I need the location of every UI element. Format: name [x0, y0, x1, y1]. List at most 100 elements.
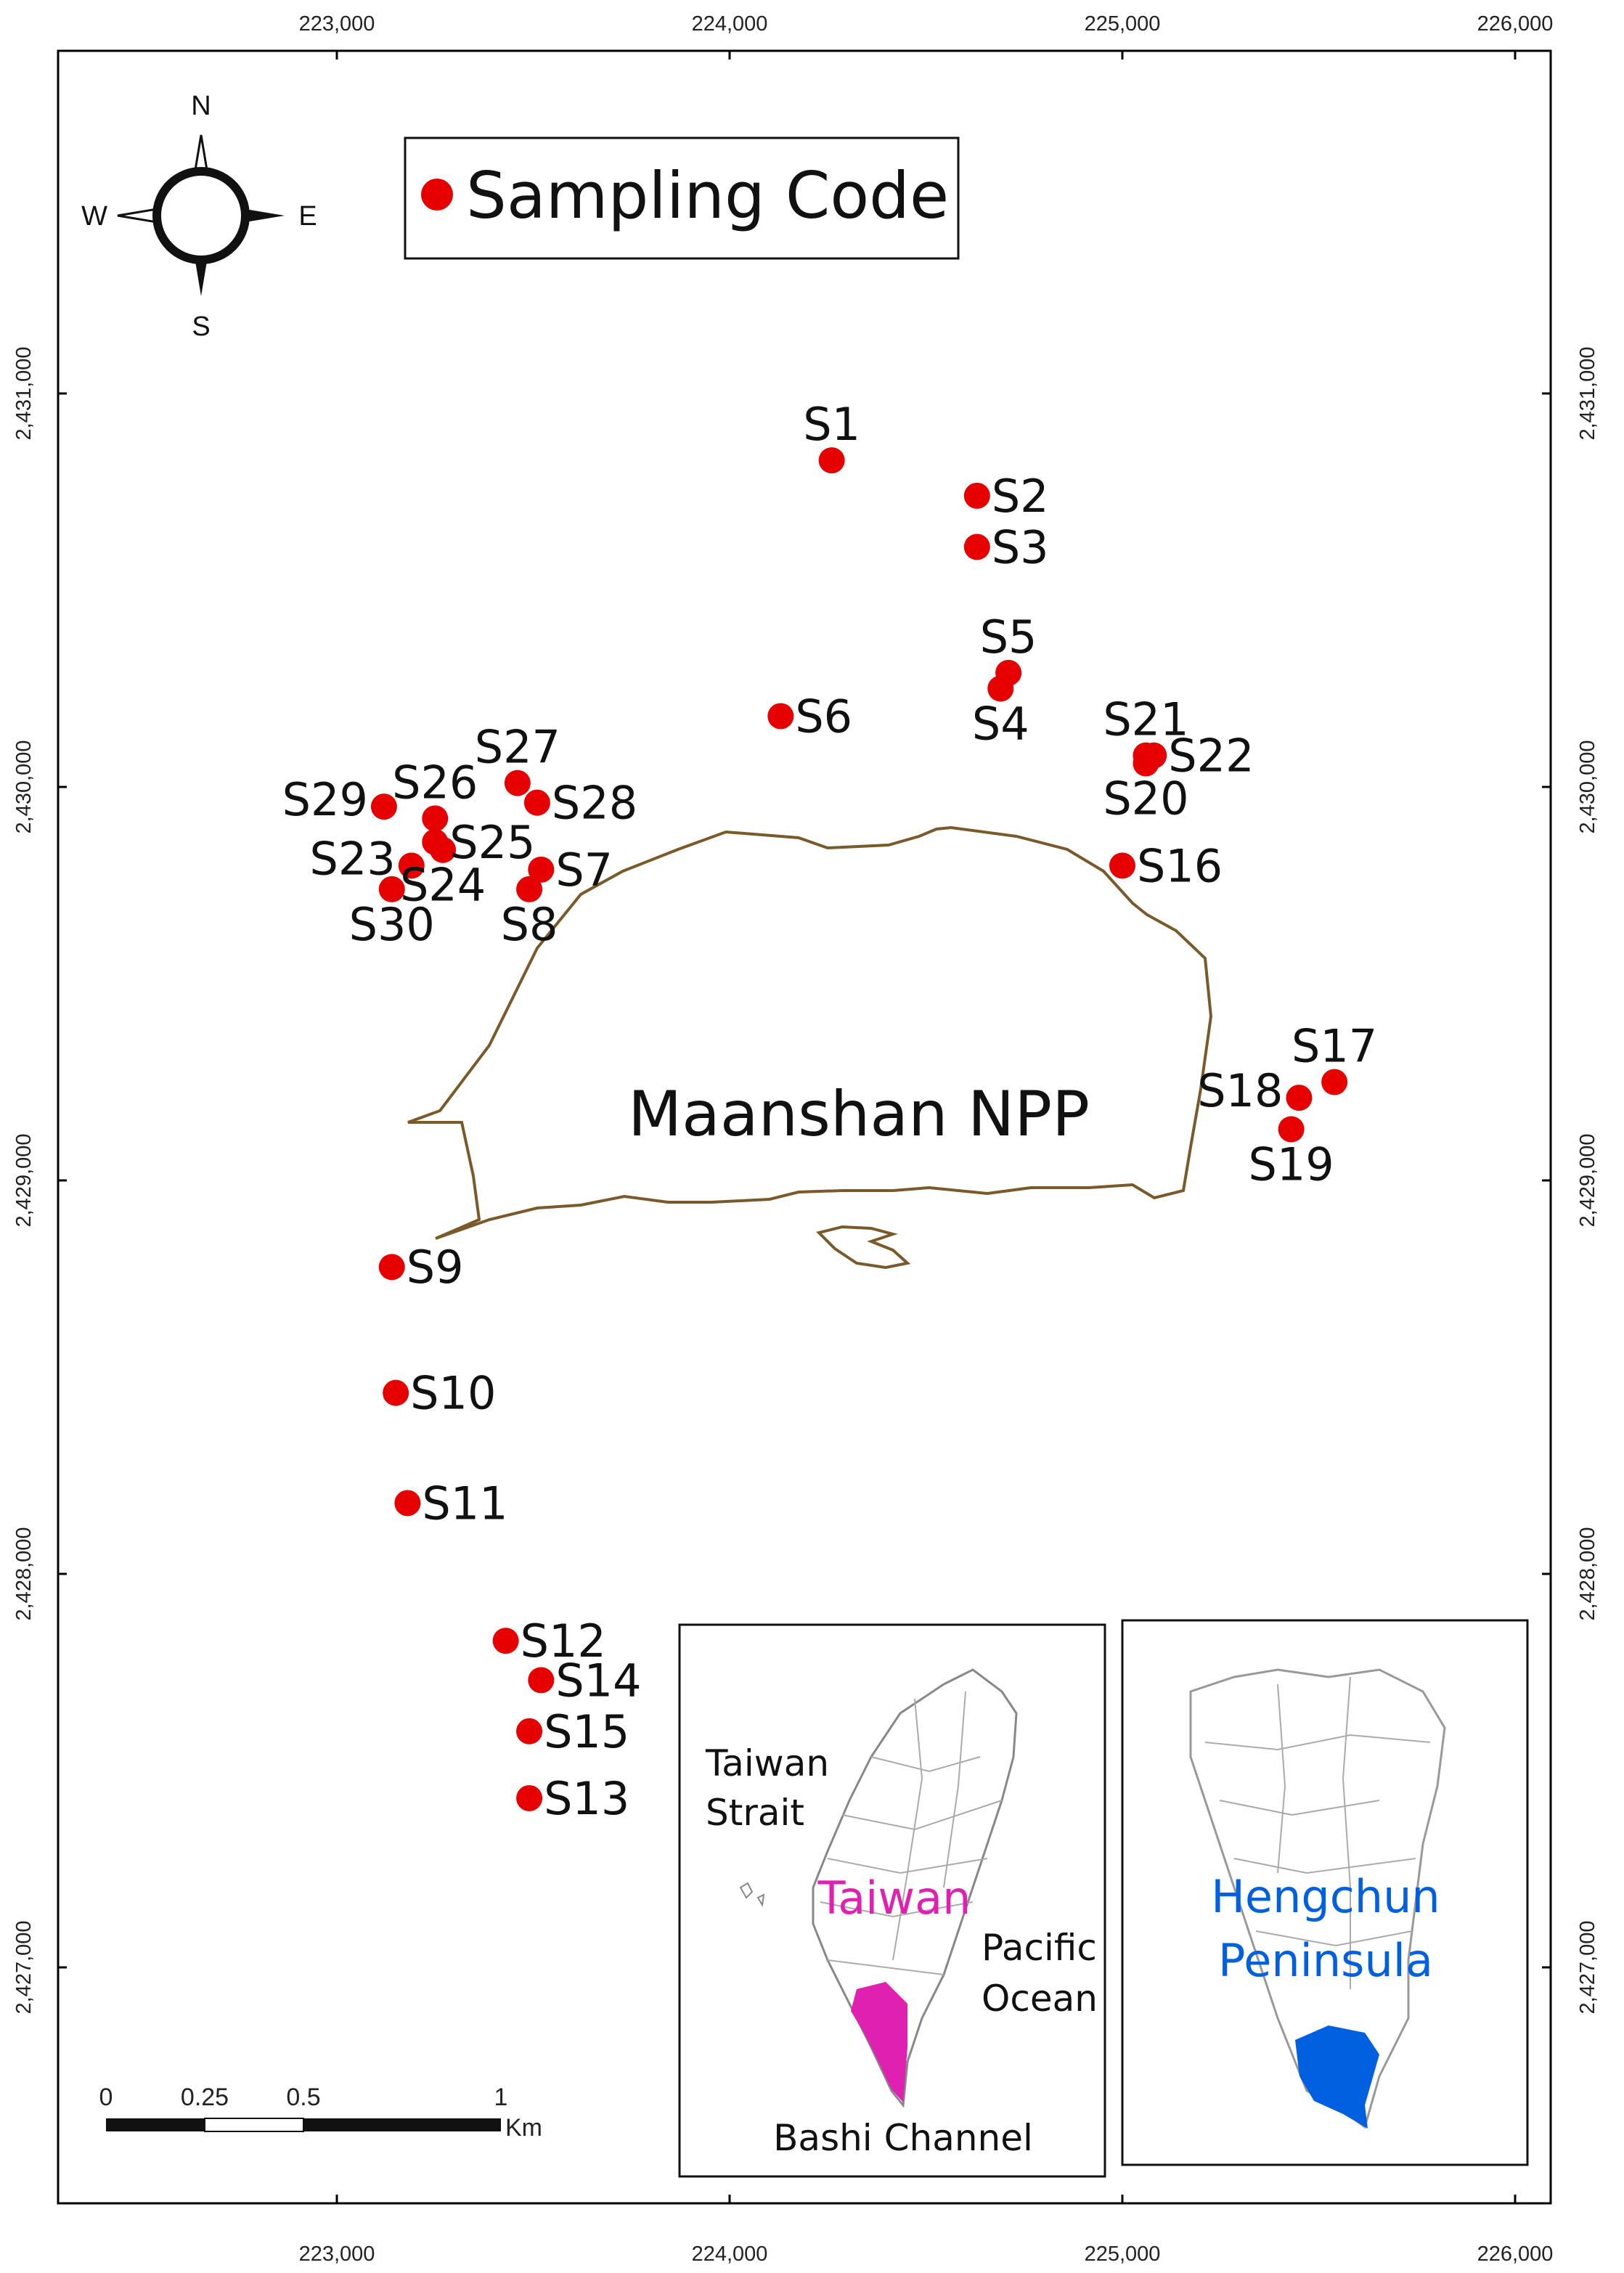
x-tick-label-bottom: 223,000 [299, 2243, 375, 2266]
x-tick-label-top: 226,000 [1477, 12, 1554, 36]
site-marker [383, 1379, 409, 1406]
site-marker [378, 876, 405, 902]
site-marker [492, 1628, 519, 1654]
site-marker [523, 789, 550, 816]
hengchun-label-2: Peninsula [1218, 1934, 1433, 1987]
site-s23: S23 [310, 832, 425, 885]
site-s29: S29 [282, 773, 397, 826]
inset-taiwan: Taiwan Strait Taiwan Pacific Ocean Bashi… [678, 1623, 1106, 2178]
compass-rose: N S E W [81, 91, 317, 342]
x-tick-label-bottom: 226,000 [1477, 2243, 1554, 2266]
site-s9: S9 [378, 1241, 464, 1294]
taiwan-island-label: Taiwan [817, 1872, 971, 1925]
site-label: S21 [1103, 693, 1188, 746]
site-marker [370, 793, 397, 820]
site-label: S15 [544, 1705, 629, 1758]
scale-bar: 0 0.25 0.5 1 Km [99, 2084, 542, 2142]
site-s11: S11 [394, 1477, 508, 1530]
y-tick-label-left: 2,431,000 [12, 346, 36, 440]
site-s6: S6 [767, 690, 852, 743]
y-tick-label-left: 2,430,000 [12, 740, 36, 833]
legend-box [404, 136, 960, 260]
y-tick-label-left: 2,429,000 [12, 1133, 36, 1227]
site-label: S1 [803, 398, 860, 451]
site-s4: S4 [972, 675, 1029, 751]
site-label: S22 [1168, 730, 1254, 783]
site-marker [1278, 1116, 1305, 1143]
compass-s-label: S [192, 311, 210, 342]
scale-segment-3 [303, 2118, 501, 2131]
scale-label-1: 1 [494, 2084, 508, 2111]
site-s8: S8 [501, 876, 558, 951]
site-label: S18 [1197, 1064, 1283, 1117]
hengchun-label-1: Hengchun [1211, 1870, 1440, 1923]
site-label: S6 [795, 690, 852, 743]
site-label: S11 [422, 1477, 507, 1530]
legend-label: Sampling Code [466, 158, 949, 233]
npp-outline [407, 825, 1213, 1240]
site-marker [394, 1490, 421, 1517]
site-s10: S10 [383, 1367, 496, 1420]
site-label: S5 [980, 611, 1037, 664]
compass-n-label: N [191, 91, 211, 121]
x-tick-label-bottom: 224,000 [692, 2243, 768, 2266]
site-label: S23 [310, 832, 396, 885]
site-s19: S19 [1249, 1116, 1334, 1191]
legend-marker [421, 179, 453, 211]
npp-harbour [816, 1225, 911, 1270]
npp-label: Maanshan NPP [628, 1078, 1090, 1151]
site-marker [1286, 1085, 1313, 1111]
peninsula-outline [1189, 1668, 1446, 2129]
site-marker [516, 1718, 543, 1744]
taiwan-strait-label-2: Strait [706, 1792, 804, 1834]
site-label: S12 [521, 1615, 606, 1668]
site-label: S16 [1137, 839, 1223, 892]
site-label: S4 [972, 698, 1029, 751]
site-label: S10 [410, 1367, 496, 1420]
site-marker [1141, 742, 1167, 769]
y-tick-label-right: 2,428,000 [1576, 1527, 1599, 1620]
site-label: S24 [400, 859, 486, 912]
scale-label-025: 0.25 [181, 2084, 229, 2111]
site-s30: S30 [349, 876, 435, 951]
y-tick-label-right: 2,431,000 [1576, 346, 1599, 440]
site-marker [818, 447, 845, 474]
site-s17: S17 [1292, 1020, 1377, 1095]
site-marker [378, 1254, 405, 1281]
site-label: S7 [555, 844, 613, 897]
site-s28: S28 [523, 777, 637, 830]
peninsula-internal-boundaries [1204, 1676, 1431, 1989]
site-label: S26 [392, 756, 478, 809]
site-s26: S26 [392, 756, 478, 832]
site-marker [422, 805, 449, 832]
site-marker [995, 659, 1022, 686]
compass-e-label: E [298, 201, 317, 232]
compass-east-arrow [245, 209, 285, 222]
site-label: S17 [1292, 1020, 1377, 1073]
legend: Sampling Code [404, 136, 960, 260]
site-label: S20 [1103, 772, 1188, 825]
scale-label-0: 0 [99, 2084, 113, 2111]
site-s22: S22 [1141, 730, 1254, 783]
site-s15: S15 [516, 1705, 629, 1758]
site-label: S28 [552, 777, 637, 830]
site-label: S9 [407, 1241, 464, 1294]
x-tick-label-top: 223,000 [299, 12, 375, 36]
scale-segment-2 [204, 2118, 304, 2132]
compass-south-arrow [195, 257, 208, 296]
site-marker [516, 1784, 543, 1811]
site-s1: S1 [803, 398, 860, 474]
hengchun-highlight [1295, 2025, 1379, 2129]
pacific-ocean-label-1: Pacific [982, 1927, 1097, 1969]
site-label: S8 [501, 898, 558, 951]
penghu-islets [739, 1882, 765, 1907]
x-tick-label-top: 224,000 [692, 12, 768, 36]
scale-label-05: 0.5 [286, 2084, 320, 2111]
site-s7: S7 [528, 844, 613, 897]
site-marker [504, 770, 531, 796]
compass-w-label: W [81, 201, 107, 232]
site-label: S3 [992, 521, 1049, 574]
scale-segment-1 [106, 2118, 205, 2131]
site-marker [422, 828, 449, 855]
